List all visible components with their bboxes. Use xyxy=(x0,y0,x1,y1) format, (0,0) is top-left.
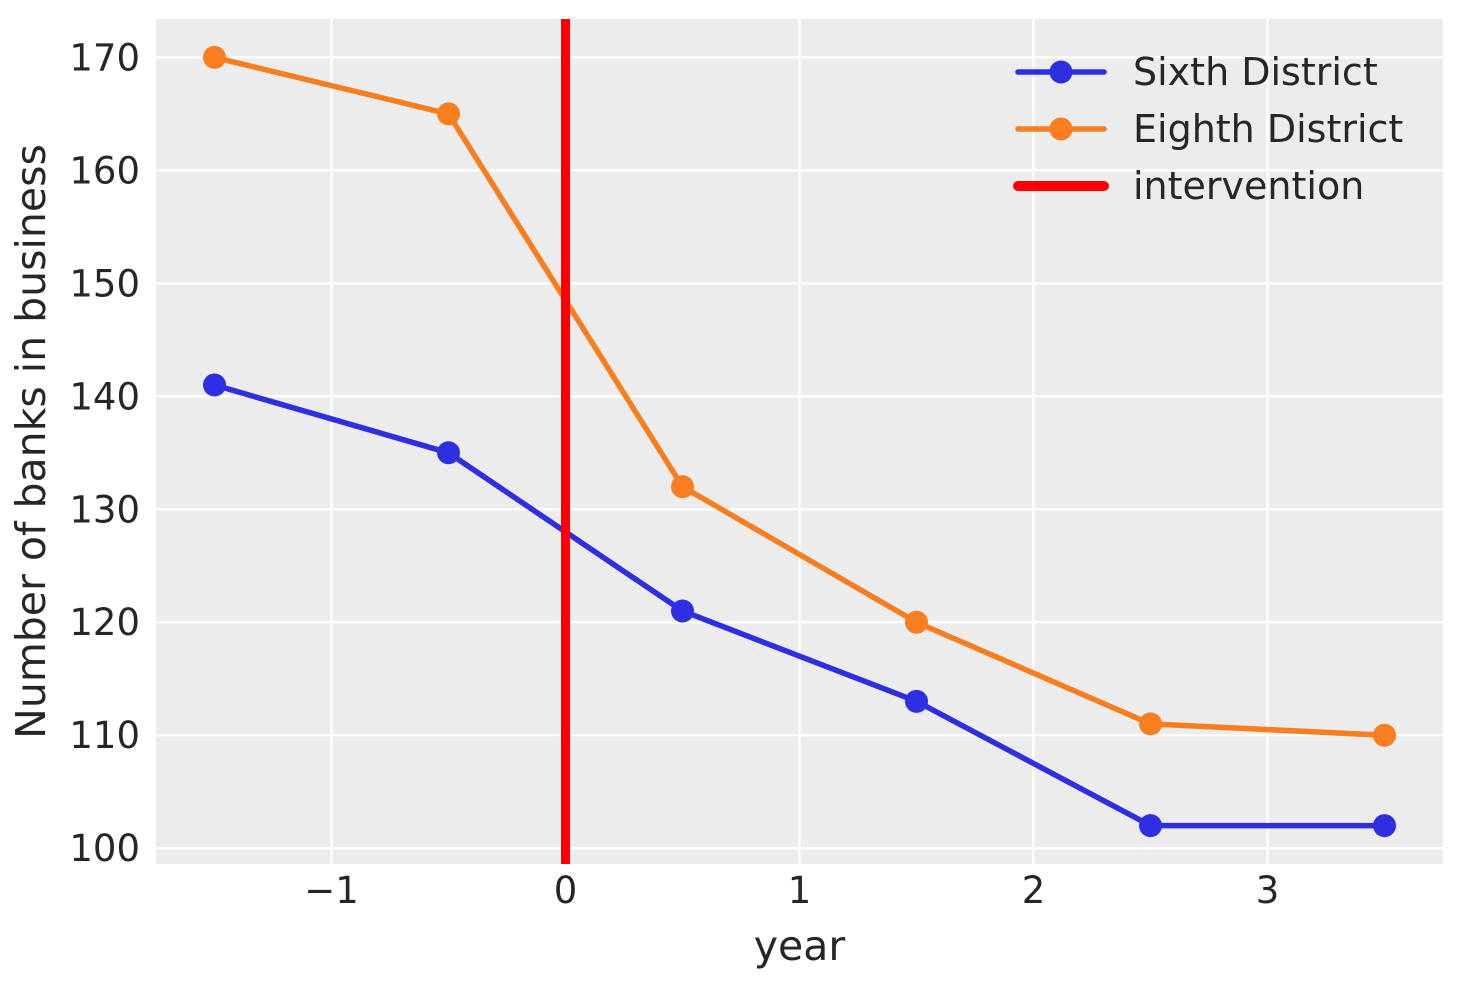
legend: Sixth District Eighth District interventio… xyxy=(1013,50,1403,208)
y-tick-label: 170 xyxy=(69,36,140,79)
series-sixth-district xyxy=(203,373,1396,838)
legend-entry-intervention: intervention xyxy=(1013,164,1364,208)
legend-label: intervention xyxy=(1133,164,1364,208)
y-tick-label: 120 xyxy=(69,601,140,644)
x-tick-label: −1 xyxy=(304,869,359,912)
tick-labels: 100 110 120 130 140 150 160 170 −1 0 1 2 3 xyxy=(69,36,1279,912)
y-tick-label: 140 xyxy=(69,375,140,418)
y-tick-label: 160 xyxy=(69,149,140,192)
y-tick-label: 110 xyxy=(69,714,140,757)
y-tick-label: 150 xyxy=(69,262,140,305)
legend-label: Eighth District xyxy=(1133,107,1403,151)
x-tick-label: 3 xyxy=(1256,869,1280,912)
data-point-sixth-district xyxy=(437,441,460,465)
data-point-eighth-district xyxy=(671,475,694,499)
x-tick-label: 1 xyxy=(788,869,812,912)
data-point-sixth-district xyxy=(203,373,226,397)
y-tick-label: 130 xyxy=(69,488,140,531)
legend-entry-sixth-district: Sixth District xyxy=(1015,50,1378,94)
y-tick-label: 100 xyxy=(69,827,140,870)
data-point-sixth-district xyxy=(671,599,694,623)
data-point-eighth-district xyxy=(1139,712,1162,736)
x-tick-label: 0 xyxy=(554,869,578,912)
x-axis-label: year xyxy=(754,922,846,970)
legend-label: Sixth District xyxy=(1133,50,1378,94)
data-point-sixth-district xyxy=(1139,814,1162,838)
series-line-eighth-district xyxy=(211,54,1388,738)
series-line-sixth-district xyxy=(211,382,1388,829)
y-axis-label: Number of banks in business xyxy=(7,144,55,739)
legend-swatch-marker xyxy=(1049,60,1073,84)
legend-swatch-marker xyxy=(1049,117,1073,141)
data-point-eighth-district xyxy=(905,610,928,634)
data-point-eighth-district xyxy=(203,45,226,69)
data-point-eighth-district xyxy=(1373,723,1396,747)
legend-entry-eighth-district: Eighth District xyxy=(1015,107,1403,151)
data-point-sixth-district xyxy=(1373,814,1396,838)
x-tick-label: 2 xyxy=(1022,869,1046,912)
data-point-sixth-district xyxy=(905,689,928,713)
data-point-eighth-district xyxy=(437,102,460,126)
series-eighth-district xyxy=(203,45,1396,747)
